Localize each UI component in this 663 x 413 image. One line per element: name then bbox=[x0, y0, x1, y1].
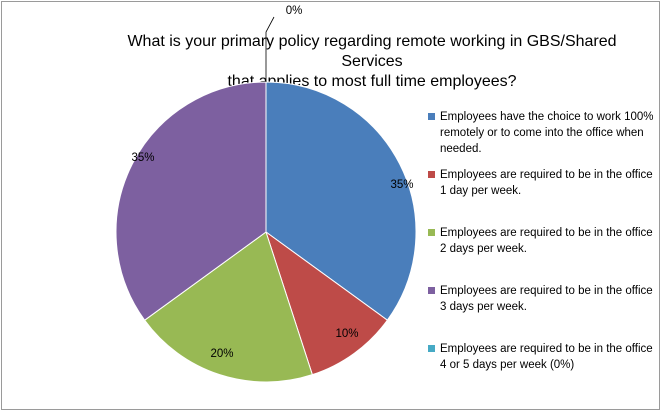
legend-swatch bbox=[428, 229, 435, 236]
pie-slice bbox=[115, 81, 267, 321]
legend-label: Employees are required to be in the offi… bbox=[440, 285, 653, 313]
pie-slice bbox=[265, 230, 389, 376]
legend-label: Employees are required to be in the offi… bbox=[440, 343, 653, 371]
legend-item: Employees are required to be in the offi… bbox=[428, 283, 658, 315]
data-label: 35% bbox=[131, 152, 154, 164]
data-label: 0% bbox=[286, 5, 303, 17]
legend-swatch bbox=[428, 171, 435, 178]
legend-swatch bbox=[428, 345, 435, 352]
legend-item: Employees have the choice to work 100% r… bbox=[428, 109, 658, 157]
data-label: 10% bbox=[335, 328, 358, 340]
legend-label: Employees are required to be in the offi… bbox=[440, 227, 653, 255]
legend-label: Employees are required to be in the offi… bbox=[440, 169, 653, 197]
legend-item: Employees are required to be in the offi… bbox=[428, 341, 658, 373]
legend-item: Employees are required to be in the offi… bbox=[428, 167, 658, 199]
data-label: 35% bbox=[390, 179, 413, 191]
data-label: 20% bbox=[210, 348, 233, 360]
legend-swatch bbox=[428, 113, 435, 120]
legend-swatch bbox=[428, 287, 435, 294]
legend-label: Employees have the choice to work 100% r… bbox=[440, 111, 654, 155]
legend-item: Employees are required to be in the offi… bbox=[428, 225, 658, 257]
leader-line bbox=[265, 16, 275, 82]
pie-slice bbox=[265, 81, 417, 321]
pie-slice bbox=[143, 231, 313, 383]
chart-title-line-1: What is your primary policy regarding re… bbox=[127, 33, 617, 70]
